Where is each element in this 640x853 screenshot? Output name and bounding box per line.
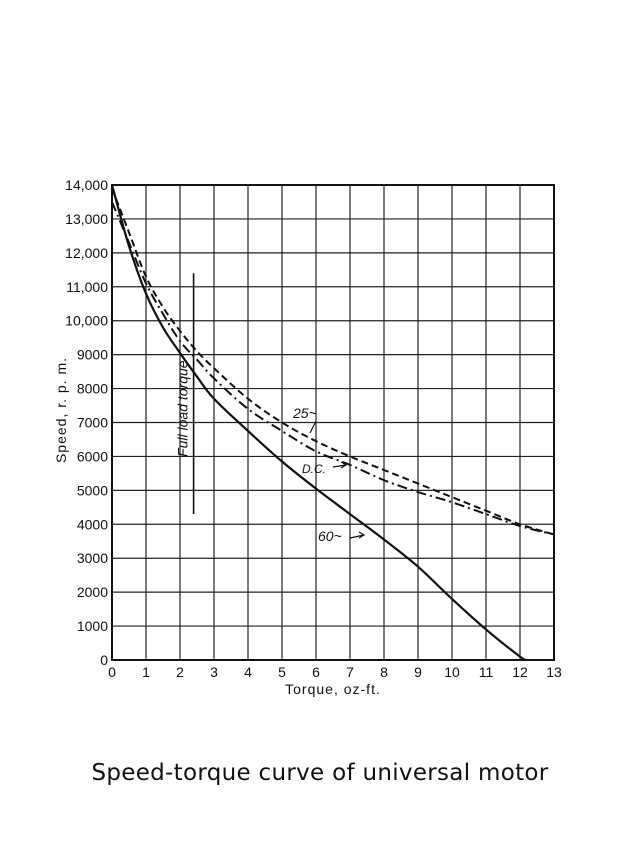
- x-tick-label: 6: [312, 664, 320, 680]
- x-tick-label: 12: [512, 664, 528, 680]
- x-tick-label: 2: [176, 664, 184, 680]
- y-tick-label: 11,000: [66, 279, 108, 295]
- series-label-60-arrow: [349, 531, 366, 539]
- y-tick-label: 5000: [77, 482, 108, 498]
- x-tick-label: 4: [244, 664, 252, 680]
- figure-caption: Speed-torque curve of universal motor: [91, 760, 549, 786]
- y-tick-label: 9000: [77, 347, 108, 363]
- y-tick-label: 12,000: [65, 245, 108, 261]
- x-tick-label: 0: [108, 664, 116, 680]
- x-tick-label: 7: [346, 664, 354, 680]
- x-tick-label: 10: [444, 664, 460, 680]
- y-tick-label: 1000: [77, 618, 108, 634]
- y-tick-label: 4000: [77, 516, 108, 532]
- y-tick-label: 10,000: [65, 313, 108, 329]
- y-tick-label: 8000: [77, 381, 108, 397]
- y-axis-label: Speed, r. p. m.: [53, 357, 69, 463]
- series-label-dc: D.C.: [302, 462, 326, 476]
- series-lines: [110, 184, 555, 662]
- series-label-25-arrow: [309, 420, 317, 434]
- x-tick-label: 11: [479, 664, 494, 680]
- series-label-60: 60~: [318, 528, 342, 544]
- y-tick-labels: 0 1000 2000 3000 4000 5000 6000 7000 8000 9000 10,…: [65, 177, 108, 668]
- full-load-torque-label: Full load torque: [175, 360, 191, 457]
- y-tick-label: 2000: [77, 584, 108, 600]
- series-label-25: 25~: [292, 405, 317, 421]
- y-tick-label: 7000: [77, 415, 108, 431]
- plot-frame: [111, 184, 555, 661]
- x-tick-label: 13: [546, 664, 562, 680]
- y-tick-label: 13,000: [65, 211, 108, 227]
- x-tick-label: 1: [142, 664, 150, 680]
- y-tick-label: 6000: [77, 448, 108, 464]
- annotations: Full load torque 25~ D.C. 60~: [175, 273, 366, 544]
- x-tick-label: 9: [414, 664, 422, 680]
- y-tick-label: 0: [100, 652, 108, 668]
- x-tick-labels: 0 1 2 3 4 5 6 7 8 9 10 11 12 13: [108, 664, 562, 680]
- series-line-1: [111, 201, 555, 536]
- grid-lines: [112, 185, 554, 660]
- series-label-dc-arrow: [332, 461, 348, 469]
- x-tick-label: 5: [278, 664, 286, 680]
- series-line-2: [110, 184, 528, 662]
- x-tick-label: 8: [380, 664, 388, 680]
- y-tick-label: 14,000: [65, 177, 108, 193]
- y-tick-label: 3000: [77, 550, 108, 566]
- x-tick-label: 3: [210, 664, 218, 680]
- x-axis-label: Torque, oz-ft.: [285, 681, 381, 697]
